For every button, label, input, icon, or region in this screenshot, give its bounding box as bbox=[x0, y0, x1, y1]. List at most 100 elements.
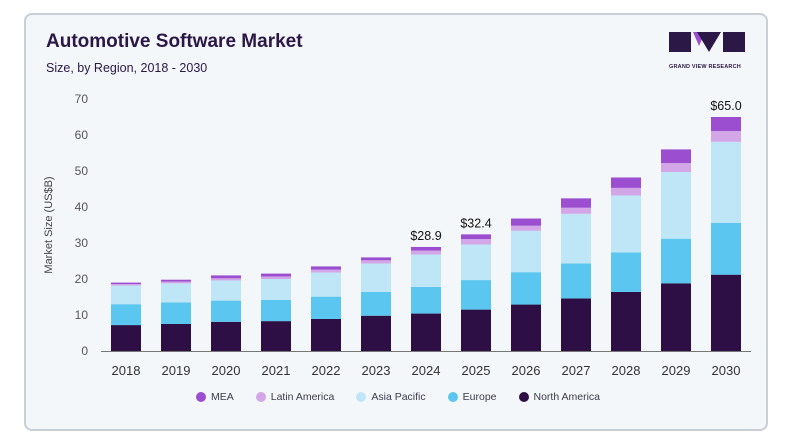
y-tick-label: 10 bbox=[75, 308, 89, 322]
brand-name: GRAND VIEW RESEARCH bbox=[669, 64, 741, 70]
bar-segment-latin-america bbox=[361, 260, 391, 264]
bar-segment-mea bbox=[661, 149, 691, 164]
chart-card: Automotive Software Market Size, by Regi… bbox=[24, 13, 768, 431]
bar-segment-mea bbox=[461, 234, 491, 240]
y-tick-label: 70 bbox=[75, 92, 89, 106]
bar-segment-europe bbox=[511, 272, 541, 305]
x-tick-label: 2030 bbox=[712, 363, 741, 378]
bar-segment-north-america bbox=[661, 283, 691, 351]
y-axis-label: Market Size (US$B) bbox=[43, 176, 55, 273]
bar-segment-north-america bbox=[611, 291, 641, 351]
bar-segment-mea bbox=[511, 218, 541, 226]
bar-segment-north-america bbox=[111, 325, 141, 351]
legend-swatch bbox=[255, 392, 266, 402]
x-tick-label: 2020 bbox=[212, 363, 241, 378]
x-tick-label: 2024 bbox=[412, 363, 441, 378]
bar-segment-mea bbox=[711, 117, 741, 132]
bar-segment-europe bbox=[561, 263, 591, 299]
bar-segment-asia-pacific bbox=[611, 195, 641, 253]
bar-segment-mea bbox=[611, 177, 641, 188]
bar-segment-latin-america bbox=[261, 276, 291, 279]
y-tick-label: 0 bbox=[81, 344, 88, 358]
bar-segment-north-america bbox=[711, 274, 741, 351]
x-tick-label: 2019 bbox=[162, 363, 191, 378]
bar-segment-asia-pacific bbox=[361, 263, 391, 292]
bar-segment-mea bbox=[211, 275, 241, 279]
legend-label: North America bbox=[533, 391, 601, 403]
bar-segment-mea bbox=[361, 257, 391, 261]
bar-segment-asia-pacific bbox=[461, 244, 491, 281]
legend-swatch bbox=[356, 392, 367, 402]
bar-segment-europe bbox=[311, 296, 341, 319]
bar-segment-latin-america bbox=[511, 225, 541, 231]
data-label: $28.9 bbox=[410, 229, 441, 243]
chart-legend: MEA Latin America Asia Pacific Europe North … bbox=[26, 391, 770, 403]
y-tick-label: 30 bbox=[75, 236, 89, 250]
x-tick-label: 2023 bbox=[362, 363, 391, 378]
bar-segment-latin-america bbox=[661, 163, 691, 173]
data-label: $32.4 bbox=[460, 216, 491, 230]
x-tick-label: 2025 bbox=[462, 363, 491, 378]
brand-logo-mark-icon bbox=[669, 32, 745, 52]
y-tick-label: 50 bbox=[75, 164, 89, 178]
legend-item: MEA bbox=[195, 391, 234, 403]
bar-segment-europe bbox=[461, 280, 491, 310]
legend-label: MEA bbox=[210, 391, 234, 403]
bar-segment-north-america bbox=[411, 313, 441, 351]
bar-segment-north-america bbox=[211, 321, 241, 351]
chart-subtitle: Size, by Region, 2018 - 2030 bbox=[46, 61, 208, 75]
bar-segment-north-america bbox=[561, 298, 591, 351]
y-tick-label: 20 bbox=[75, 272, 89, 286]
bar-segment-asia-pacific bbox=[411, 254, 441, 287]
bar-segment-mea bbox=[261, 273, 291, 277]
y-tick-label: 40 bbox=[75, 200, 89, 214]
bar-segment-asia-pacific bbox=[261, 279, 291, 300]
bar-segment-latin-america bbox=[411, 250, 441, 255]
bar-segment-asia-pacific bbox=[661, 172, 691, 239]
legend-swatch bbox=[195, 392, 206, 402]
bar-segment-latin-america bbox=[711, 131, 741, 142]
legend-item: Asia Pacific bbox=[356, 391, 426, 403]
bar-segment-latin-america bbox=[461, 239, 491, 245]
bar-segment-north-america bbox=[161, 324, 191, 351]
bar-segment-latin-america bbox=[311, 269, 341, 273]
bar-segment-mea bbox=[311, 266, 341, 270]
legend-label: Asia Pacific bbox=[371, 391, 426, 403]
x-tick-label: 2022 bbox=[312, 363, 341, 378]
legend-item: North America bbox=[518, 391, 601, 403]
bar-segment-latin-america bbox=[561, 207, 591, 214]
bar-segment-asia-pacific bbox=[711, 141, 741, 223]
bar-segment-latin-america bbox=[611, 187, 641, 196]
bar-segment-north-america bbox=[311, 318, 341, 351]
bar-segment-latin-america bbox=[211, 278, 241, 281]
bar-segment-north-america bbox=[511, 304, 541, 351]
bar-segment-latin-america bbox=[161, 281, 191, 284]
legend-item: Europe bbox=[447, 391, 497, 403]
legend-item: Latin America bbox=[255, 391, 334, 403]
bar-segment-asia-pacific bbox=[161, 283, 191, 303]
bar-segment-mea bbox=[161, 279, 191, 282]
bar-segment-asia-pacific bbox=[511, 230, 541, 273]
bar-segment-europe bbox=[611, 252, 641, 292]
x-tick-label: 2026 bbox=[512, 363, 541, 378]
x-tick-label: 2021 bbox=[262, 363, 291, 378]
bar-segment-asia-pacific bbox=[311, 272, 341, 297]
legend-swatch bbox=[447, 392, 458, 402]
bar-segment-latin-america bbox=[111, 284, 141, 286]
legend-swatch bbox=[518, 392, 529, 402]
bar-segment-europe bbox=[261, 299, 291, 322]
x-tick-label: 2018 bbox=[112, 363, 141, 378]
bar-segment-asia-pacific bbox=[561, 213, 591, 264]
chart-title: Automotive Software Market bbox=[46, 31, 303, 52]
bar-segment-north-america bbox=[461, 309, 491, 351]
bar-segment-europe bbox=[361, 291, 391, 316]
bar-segment-mea bbox=[111, 282, 141, 285]
x-tick-label: 2028 bbox=[612, 363, 641, 378]
bar-segment-europe bbox=[711, 222, 741, 275]
y-tick-label: 60 bbox=[75, 128, 89, 142]
bar-segment-europe bbox=[161, 302, 191, 324]
bar-segment-asia-pacific bbox=[111, 285, 141, 305]
legend-label: Europe bbox=[462, 391, 497, 403]
x-tick-label: 2029 bbox=[662, 363, 691, 378]
